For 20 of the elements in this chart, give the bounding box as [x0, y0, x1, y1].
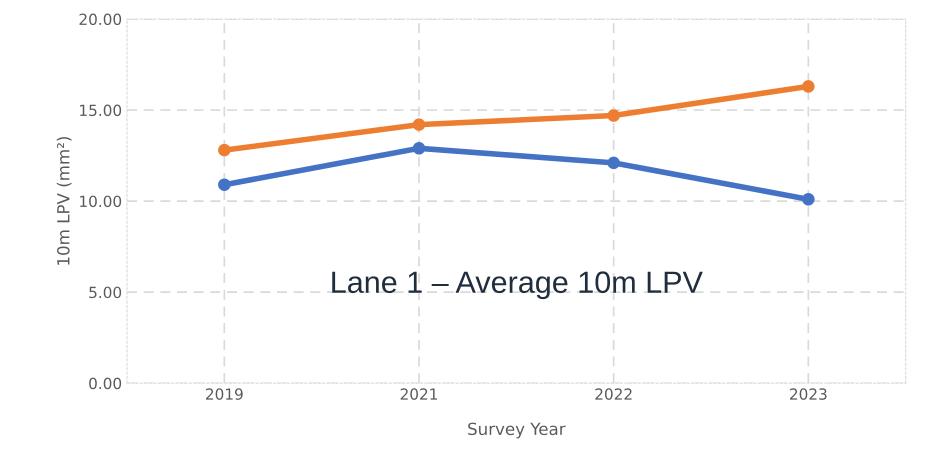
y-axis-title: 10m LPV (mm²) [56, 137, 72, 265]
point [412, 142, 426, 155]
point [607, 109, 620, 122]
y-tick-label: 15.00 [80, 104, 122, 116]
x-tick-label: 2022 [595, 388, 632, 400]
point [802, 80, 815, 93]
x-tick-label: 2021 [400, 388, 438, 400]
point [218, 178, 231, 191]
y-tick-label: 20.00 [80, 14, 122, 26]
y-tick-label: 10.00 [80, 196, 122, 208]
x-axis-title: Survey Year [468, 422, 566, 438]
y-tick-label: 0.00 [89, 378, 122, 390]
point [218, 144, 231, 156]
text: Lane 1 – Average 10m LPV [332, 271, 703, 300]
x-tick-label: 2023 [790, 388, 827, 400]
point [412, 118, 426, 131]
y-tick-label: 5.00 [89, 286, 122, 298]
point [802, 193, 815, 206]
x-tick-label: 2019 [206, 388, 243, 400]
point [607, 156, 620, 170]
